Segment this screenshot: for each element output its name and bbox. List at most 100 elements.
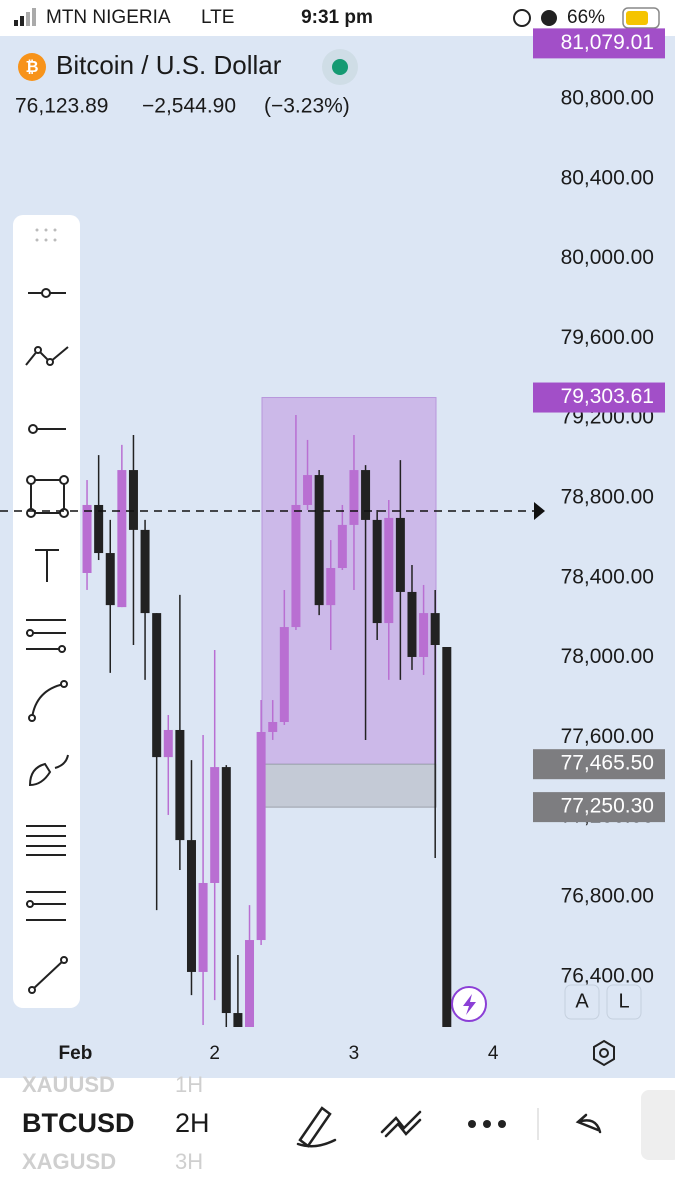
y-tick-label: 79,600.00	[561, 326, 654, 349]
current-symbol[interactable]: BTCUSD	[22, 1108, 135, 1138]
overflow-panel[interactable]	[641, 1090, 675, 1160]
log-scale-label: L	[618, 990, 629, 1012]
price-label: 79,303.61	[561, 385, 654, 408]
price-label: 77,465.50	[561, 752, 654, 775]
tool-text[interactable]	[35, 549, 59, 582]
tool-brush[interactable]	[28, 754, 69, 787]
tool-horizontal-ray[interactable]	[28, 288, 66, 298]
candle-body	[372, 519, 382, 624]
candle-body	[279, 627, 289, 723]
price-label: 81,079.01	[561, 31, 654, 54]
candle-body	[221, 767, 231, 1014]
clock: 9:31 pm	[301, 7, 373, 28]
candle-body	[128, 470, 138, 530]
battery-percent: 66%	[567, 7, 605, 28]
y-tick-label: 76,800.00	[561, 884, 654, 907]
x-tick-label: 3	[349, 1043, 360, 1064]
drawings-button[interactable]	[380, 1110, 422, 1138]
more-button[interactable]	[468, 1120, 506, 1128]
candle-body	[140, 529, 150, 614]
network: LTE	[201, 7, 234, 28]
x-tick-label: 2	[209, 1043, 220, 1064]
plot-area	[82, 397, 452, 1027]
assistant-icon	[463, 994, 476, 1015]
candle-body	[198, 882, 208, 972]
candle-body	[407, 591, 417, 657]
price-change: −2,544.90	[142, 95, 236, 118]
candle-body	[82, 504, 92, 573]
candle-body	[105, 553, 115, 606]
y-tick-label: 78,400.00	[561, 565, 654, 588]
price-axis: 80,800.0080,400.0080,000.0079,600.0079,2…	[533, 28, 665, 987]
candle-body	[152, 613, 162, 758]
y-tick-label: 76,400.00	[561, 964, 654, 987]
signal-icon	[14, 8, 36, 26]
candle-body	[430, 613, 440, 646]
bottom-bar	[0, 1078, 675, 1200]
candle-body	[361, 470, 371, 520]
candle-body	[314, 475, 324, 606]
candle-body	[94, 504, 104, 554]
candle-body	[268, 722, 278, 732]
draw-button[interactable]	[296, 1106, 337, 1148]
auto-scale-label: A	[575, 990, 589, 1012]
y-tick-label: 80,000.00	[561, 246, 654, 269]
undo-button[interactable]	[575, 1113, 602, 1134]
x-tick-label: 4	[488, 1043, 499, 1064]
interval-option[interactable]: 1H	[175, 1072, 203, 1097]
candle-body	[384, 517, 394, 624]
carrier: MTN NIGERIA	[46, 7, 171, 28]
price-label-box	[533, 792, 665, 823]
tool-curve[interactable]	[28, 680, 68, 722]
candle-body	[186, 840, 196, 972]
target-zone	[261, 397, 437, 765]
settings-icon	[599, 1048, 609, 1058]
battery-icon	[622, 7, 660, 29]
last-price: 76,123.89	[15, 95, 108, 118]
dashed-line-handle	[534, 501, 545, 520]
y-tick-label: 78,000.00	[561, 645, 654, 668]
lock-icon	[513, 9, 531, 27]
market-open-dot	[332, 59, 348, 75]
y-tick-label: 80,800.00	[561, 87, 654, 110]
tool-fib-ext[interactable]	[26, 891, 66, 921]
log-scale-button[interactable]	[606, 984, 642, 1020]
auto-scale-button[interactable]	[564, 984, 600, 1020]
candle-body	[291, 504, 301, 628]
candle-body	[326, 568, 336, 606]
symbol-option[interactable]: XAUUSD	[22, 1072, 115, 1097]
candle-body	[349, 470, 359, 525]
stop-zone	[261, 763, 437, 808]
symbol-name[interactable]: Bitcoin / U.S. Dollar	[56, 50, 282, 80]
candle-body	[419, 613, 429, 657]
battery-level	[626, 11, 648, 25]
candle-body	[210, 767, 220, 883]
y-tick-label: 80,400.00	[561, 166, 654, 189]
btc-icon-glyph: ₿	[25, 58, 38, 76]
candle-body	[337, 524, 347, 569]
candle-body	[245, 940, 255, 1027]
candle-body	[233, 1013, 243, 1027]
tool-ray[interactable]	[28, 424, 66, 434]
candle-body	[163, 729, 173, 758]
symbol-option[interactable]: XAGUSD	[22, 1149, 116, 1174]
candle-body	[256, 731, 266, 941]
candle-body	[303, 475, 313, 505]
candle-body	[175, 729, 185, 841]
price-label-box	[533, 749, 665, 780]
candle-body	[117, 470, 127, 608]
btc-icon	[18, 53, 46, 81]
x-tick-label: Feb	[59, 1043, 93, 1064]
interval-option[interactable]: 3H	[175, 1149, 203, 1174]
price-change-percent: (−3.23%)	[264, 95, 350, 118]
settings-button[interactable]	[593, 1039, 615, 1067]
tool-fib[interactable]	[26, 619, 66, 653]
tool-line[interactable]	[28, 956, 68, 994]
tool-lines[interactable]	[26, 825, 66, 856]
price-label: 77,250.30	[561, 795, 654, 818]
alarm-icon	[541, 10, 557, 26]
current-interval[interactable]: 2H	[175, 1108, 210, 1138]
tool-trend[interactable]	[25, 346, 69, 366]
